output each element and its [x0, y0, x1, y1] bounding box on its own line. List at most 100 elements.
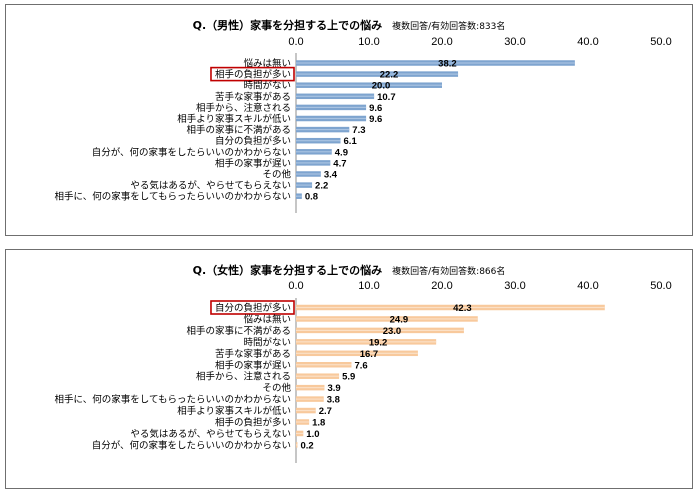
male-value-label: 4.9 [335, 147, 348, 158]
female-category-label: 相手の負担が多い [215, 417, 291, 429]
female-tick-label: 30.0 [504, 280, 525, 292]
male-chart-plot: 0.0 10.0 20.0 30.0 40.0 50.0 悩みは無い 38.2 相手の負担が多い… [55, 36, 672, 213]
female-value-label: 24.9 [390, 314, 409, 325]
female-value-label: 2.7 [319, 406, 332, 417]
female-bar-stripe [296, 398, 324, 400]
female-highlight-box [210, 300, 295, 315]
female-category-label: 相手に、何の家事をしてもらったらいいのかわからない [55, 394, 291, 406]
male-bar-stripe [296, 95, 375, 97]
female-category-label: その他 [262, 382, 291, 394]
male-value-label: 7.3 [352, 125, 365, 136]
male-category-label: 相手の家事が遅い [215, 157, 291, 169]
male-value-label: 9.6 [369, 114, 382, 125]
male-bar-stripe [296, 184, 313, 186]
female-bar-stripe [296, 387, 325, 389]
male-bar-stripe [296, 140, 341, 142]
female-category-label: 相手より家事スキルが低い [177, 405, 291, 417]
male-value-label: 2.2 [315, 181, 328, 192]
male-value-label: 22.2 [380, 70, 399, 81]
male-bar-stripe [296, 84, 442, 86]
male-category-label: 自分の負担が多い [215, 135, 291, 147]
female-value-label: 19.2 [369, 337, 388, 348]
female-category-label: 自分が、何の家事をしたらいいのかわからない [92, 439, 291, 451]
male-value-label: 4.7 [333, 158, 346, 169]
male-category-label: 相手から、注意される [196, 102, 291, 114]
female-bar-stripe [296, 306, 605, 309]
female-bar-stripe [296, 318, 478, 320]
male-bar-stripe [296, 162, 331, 164]
female-value-label: 1.0 [306, 429, 319, 440]
female-tick-label: 0.0 [288, 280, 303, 292]
male-chart-title: Q.（男性）家事を分担する上での悩み [192, 19, 383, 32]
female-tick-label: 20.0 [431, 280, 452, 292]
female-bar-stripe [296, 444, 298, 446]
female-bar-stripe [296, 409, 316, 412]
female-category-label: 相手の家事が遅い [215, 359, 291, 371]
male-tick-label: 40.0 [577, 36, 598, 48]
female-category-label: 自分の負担が多い [215, 302, 291, 314]
female-bar-stripe [296, 421, 310, 423]
female-value-label: 5.9 [342, 372, 355, 383]
female-chart-title: Q.（女性）家事を分担する上での悩み [192, 264, 383, 277]
male-value-label: 10.7 [377, 92, 396, 103]
male-chart-panel: Q.（男性）家事を分担する上での悩み 複数回答/有効回答数:833名 0.0 10.… [5, 4, 693, 236]
male-value-label: 20.0 [372, 81, 391, 92]
male-category-label: その他 [262, 169, 291, 181]
female-bar-stripe [296, 329, 464, 331]
male-category-label: 相手に、何の家事をしてもらったらいいのかわからない [55, 191, 291, 203]
male-value-label: 3.4 [324, 170, 338, 181]
male-bar-stripe [296, 106, 367, 108]
female-tick-label: 50.0 [650, 280, 671, 292]
female-bar-stripe [296, 375, 340, 377]
female-value-label: 0.2 [300, 440, 313, 451]
female-category-label: 苦手な家事がある [215, 348, 291, 360]
female-tick-label: 10.0 [358, 280, 379, 292]
female-value-label: 42.3 [453, 303, 472, 314]
male-tick-label: 50.0 [650, 36, 671, 48]
male-tick-label: 0.0 [288, 36, 303, 48]
male-tick-label: 10.0 [358, 36, 379, 48]
male-value-label: 6.1 [344, 136, 358, 147]
male-category-label: 相手の負担が多い [215, 69, 291, 81]
female-value-label: 3.9 [327, 383, 340, 394]
male-value-label: 0.8 [305, 192, 318, 203]
female-chart-subtitle: 複数回答/有効回答数:866名 [392, 267, 506, 277]
female-chart-plot: 0.0 10.0 20.0 30.0 40.0 50.0 自分の負担が多い 42.3 悩みは無い… [55, 280, 672, 463]
male-value-label: 38.2 [438, 59, 457, 70]
male-bar-stripe [296, 195, 302, 197]
female-category-label: 相手の家事に不満がある [186, 325, 291, 337]
male-highlight-box [210, 66, 295, 82]
male-tick-label: 20.0 [431, 36, 452, 48]
female-value-label: 3.8 [327, 395, 340, 406]
female-category-label: 時間がない [243, 336, 291, 348]
female-category-label: 悩みは無い [243, 313, 291, 325]
male-bar-stripe [296, 117, 367, 120]
female-bar-stripe [296, 352, 418, 354]
female-category-label: 相手から、注意される [196, 371, 291, 383]
male-category-label: やる気はあるが、やらせてもらえない [130, 180, 291, 192]
male-bar-stripe [296, 173, 321, 175]
male-value-label: 9.6 [369, 103, 382, 114]
male-category-label: 自分が、何の家事をしたらいいのかわからない [92, 146, 291, 158]
male-bar-stripe [296, 62, 575, 64]
male-bar-stripe [296, 151, 332, 153]
male-bar-stripe [296, 129, 350, 131]
male-chart-subtitle: 複数回答/有効回答数:833名 [392, 22, 506, 32]
female-chart-panel: Q.（女性）家事を分担する上での悩み 複数回答/有効回答数:866名 0.0 10.… [5, 249, 693, 489]
female-bar-stripe [296, 364, 352, 366]
female-chart-title-row: Q.（女性）家事を分担する上での悩み 複数回答/有効回答数:866名 [6, 259, 692, 278]
female-value-label: 16.7 [360, 349, 379, 360]
female-category-label: やる気はあるが、やらせてもらえない [130, 428, 291, 440]
female-bar-stripe [296, 432, 304, 435]
male-category-label: 苦手な家事がある [215, 91, 291, 103]
male-category-label: 相手より家事スキルが低い [177, 113, 291, 125]
male-chart-title-row: Q.（男性）家事を分担する上での悩み 複数回答/有効回答数:833名 [6, 14, 692, 33]
male-category-label: 相手の家事に不満がある [186, 124, 291, 136]
female-bar-stripe [296, 341, 437, 343]
male-category-label: 悩みは無い [243, 58, 291, 70]
male-bar-stripe [296, 73, 459, 75]
male-category-label: 時間がない [243, 80, 291, 92]
female-tick-label: 40.0 [577, 280, 598, 292]
female-value-label: 7.6 [354, 360, 367, 371]
female-value-label: 1.8 [312, 418, 325, 429]
